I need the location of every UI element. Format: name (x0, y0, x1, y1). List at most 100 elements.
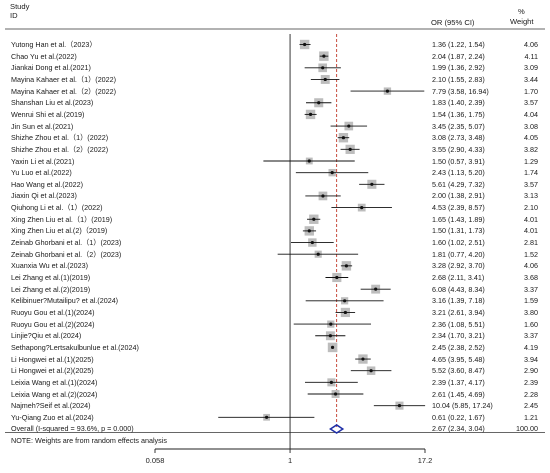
or-ci-value: 2.43 (1.13, 5.20) (432, 168, 485, 178)
point-estimate (310, 240, 314, 245)
study-label: Li Hongwei et al.(1)(2025) (11, 354, 94, 364)
study-label: Xing Zhen Liu et al.(2)（2019) (11, 226, 108, 236)
point-estimate (344, 264, 349, 268)
point-estimate (322, 54, 326, 58)
point-estimate (341, 136, 346, 140)
point-estimate (397, 404, 402, 408)
point-estimate (265, 415, 269, 419)
or-ci-value: 5.52 (3.60, 8.47) (432, 366, 485, 376)
or-ci-value: 2.68 (2.11, 3.41) (432, 273, 485, 282)
id-header: ID (10, 11, 18, 20)
weight-value: 1.59 (524, 296, 538, 306)
point-estimate (330, 345, 335, 349)
study-label: Lei Zhang et al.(1)(2019) (11, 273, 91, 282)
weight-value: 4.05 (524, 133, 538, 143)
point-estimate (343, 299, 347, 303)
study-label: Yaxin Li et al.(2021) (11, 156, 75, 166)
weight-header: Weight (510, 17, 534, 26)
or-ci-value: 3.45 (2.35, 5.07) (432, 121, 485, 131)
study-label: Shanshan Liu et al.(2023) (11, 98, 94, 108)
weight-value: 3.44 (524, 74, 538, 84)
point-estimate (321, 194, 325, 198)
or-ci-value: 1.60 (1.02, 2.51) (432, 238, 485, 248)
point-estimate (385, 89, 390, 93)
or-ci-value: 4.65 (3.95, 5.48) (432, 354, 485, 364)
weight-value: 4.01 (524, 214, 538, 224)
or-ci-value: 2.00 (1.38, 2.91) (432, 191, 485, 201)
or-ci-value: 3.28 (2.92, 3.70) (432, 261, 485, 271)
x-tick-label: 1 (288, 456, 292, 465)
weight-value: 3.57 (524, 98, 538, 108)
point-estimate (303, 42, 307, 47)
weight-value: 3.68 (524, 273, 538, 282)
point-estimate (347, 124, 351, 128)
weight-value: 3.08 (524, 121, 538, 131)
study-label: Jiankai Dong et al.(2021) (11, 63, 91, 73)
study-label: Jiaxin Qi et al.(2023) (11, 191, 77, 201)
x-tick-label: 17.2 (418, 456, 433, 465)
study-label: Wenrui Shi et al.(2019) (11, 109, 85, 119)
weight-value: 3.82 (524, 144, 538, 154)
study-label: Yu-Qiang Zuo et al.(2024) (11, 412, 94, 422)
weight-value: 2.81 (524, 238, 538, 248)
or-ci-value: 1.65 (1.43, 1.89) (432, 214, 485, 224)
point-estimate (343, 310, 347, 315)
weight-value: 1.52 (524, 249, 538, 259)
study-label: Kelibinuer?Mutailipu? et al.(2024) (11, 296, 119, 306)
weight-value: 3.57 (524, 179, 538, 189)
point-estimate (308, 112, 313, 116)
study-label: Linjie?Qiu et al.(2024) (11, 331, 82, 341)
point-estimate (312, 217, 316, 221)
weight-value: 3.37 (524, 284, 538, 294)
study-label: Jin Sun et al.(2021) (11, 121, 74, 131)
x-tick-label: 0.058 (146, 456, 165, 465)
or-ci-value: 2.04 (1.87, 2.24) (432, 51, 485, 61)
or-ci-value: 2.39 (1.37, 4.17) (432, 377, 485, 387)
or-ci-value: 10.04 (5.85, 17.24) (432, 401, 493, 411)
study-label: Shizhe Zhou et al.（2）(2022) (11, 144, 109, 154)
study-label: Chao Yu et al.(2022) (11, 51, 77, 61)
weight-value: 3.37 (524, 331, 538, 341)
or-ci-value: 1.50 (1.31, 1.73) (432, 226, 485, 236)
overall-label: Overall (I-squared = 93.6%, p = 0.000) (11, 424, 134, 434)
study-label: Yutong Han et al.（2023） (11, 40, 97, 49)
study-label: Ruoyu Gou et al.(1)(2024) (11, 307, 95, 317)
study-label: Hao Wang et al.(2022) (11, 179, 84, 189)
or-ci-value: 7.79 (3.58, 16.94) (432, 86, 489, 96)
weight-value: 3.09 (524, 63, 538, 73)
point-estimate (329, 380, 333, 384)
footnote: NOTE: Weights are from random effects an… (11, 436, 167, 445)
weight-value: 1.21 (524, 412, 538, 422)
study-label: Leixia Wang et al.(1)(2024) (11, 377, 98, 387)
or-ci-value: 2.45 (2.38, 2.52) (432, 342, 485, 352)
or-ci-value: 0.61 (0.22, 1.67) (432, 412, 485, 422)
point-estimate (307, 159, 311, 163)
study-label: Li Hongwei et al.(2)(2025) (11, 366, 94, 376)
weight-value: 1.60 (524, 319, 538, 329)
or-ci-value: 3.55 (2.90, 4.33) (432, 144, 485, 154)
weight-value: 2.39 (524, 377, 538, 387)
study-label: Shizhe Zhou et al.（1）(2022) (11, 133, 109, 143)
study-label: Qiuhong Li et al.（1）(2022) (11, 203, 103, 213)
study-label: Najmeh?Seif et al.(2024) (11, 401, 91, 411)
percent-header: % (518, 7, 525, 16)
point-estimate (330, 171, 334, 175)
overall-or-ci: 2.67 (2.34, 3.04) (432, 424, 485, 434)
or-ci-value: 4.53 (2.39, 8.57) (432, 203, 485, 213)
point-estimate (321, 66, 325, 70)
point-estimate (323, 77, 327, 82)
weight-value: 3.94 (524, 354, 538, 364)
weight-value: 4.01 (524, 226, 538, 236)
study-label: Xuanxia Wu et al.(2023) (11, 261, 88, 271)
point-estimate (374, 287, 378, 291)
weight-value: 2.10 (524, 203, 538, 213)
study-label: Leixia Wang et al.(2)(2024) (11, 389, 98, 399)
or-ci-value: 1.36 (1.22, 1.54) (432, 40, 485, 49)
point-estimate (316, 252, 320, 256)
study-label: Mayina Kahaer et al.（2）(2022) (11, 86, 117, 96)
point-estimate (348, 147, 352, 151)
point-estimate (370, 182, 374, 186)
point-estimate (307, 229, 311, 233)
study-header: Study (10, 2, 30, 11)
weight-value: 4.19 (524, 342, 538, 352)
